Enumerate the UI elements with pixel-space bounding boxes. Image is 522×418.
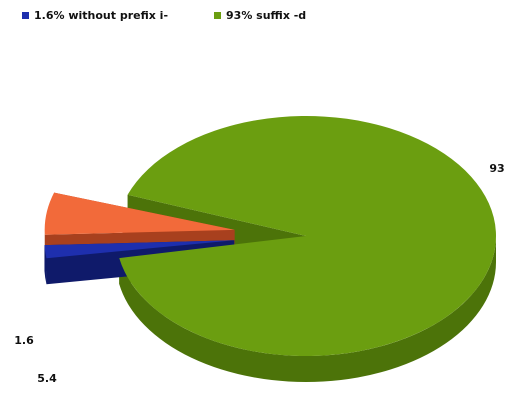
legend-item-suffix-d: 93% suffix -d [214, 9, 306, 22]
legend-label-without-prefix: 1.6% without prefix i- [34, 9, 168, 22]
legend-swatch-blue [22, 12, 29, 19]
legend-item-without-prefix: 1.6% without prefix i- [22, 9, 168, 22]
legend: 1.6% without prefix i- 93% suffix -d [22, 9, 352, 22]
slice-label-1-6: 1.6 [14, 334, 34, 347]
slice-label-5-4: 5.4 [37, 372, 57, 385]
legend-label-suffix-d: 93% suffix -d [226, 9, 306, 22]
slice-label-93: 93 [489, 162, 504, 175]
legend-swatch-green [214, 12, 221, 19]
